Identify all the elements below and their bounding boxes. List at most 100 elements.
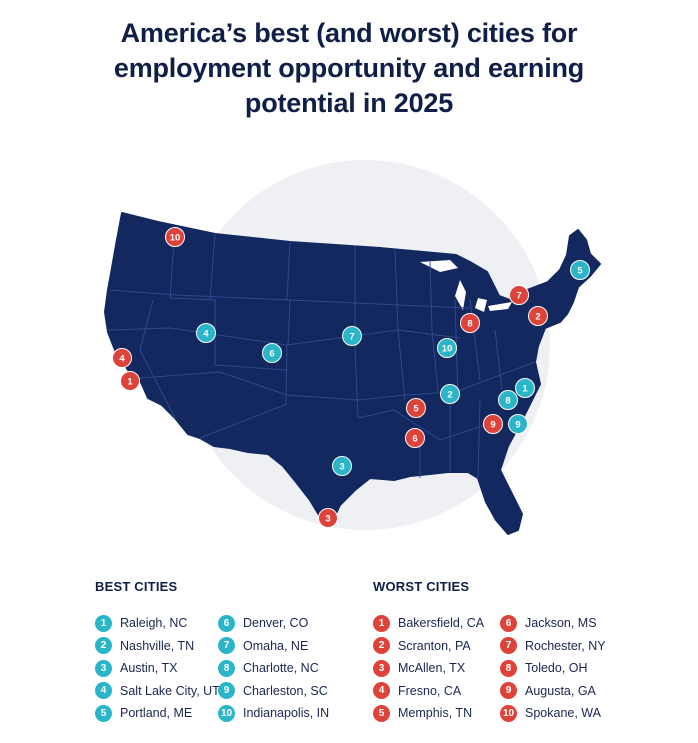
worst-city-marker: 3 (318, 508, 338, 528)
great-lakes (420, 260, 512, 312)
title-line-3: potential in 2025 (244, 88, 454, 118)
worst-marker-circle (460, 313, 480, 333)
worst-city-item: 7 Rochester, NY (500, 635, 606, 658)
worst-city-name: Toledo, OH (525, 661, 588, 676)
worst-city-name: Bakersfield, CA (398, 616, 485, 631)
worst-marker-label: 4 (119, 354, 125, 365)
state-borders (107, 225, 536, 479)
best-city-item: 8 Charlotte, NC (218, 657, 329, 680)
worst-marker-label: 8 (467, 319, 472, 330)
worst-marker-circle (112, 348, 132, 368)
best-marker-circle (262, 343, 282, 363)
worst-rank-badge: 4 (373, 682, 390, 700)
best-city-item: 9 Charleston, SC (218, 680, 329, 703)
city-markers: 1 2 3 4 5 6 7 8 9 10 1 2 3 4 5 6 7 8 9 10 (112, 227, 590, 528)
best-city-item: 6 Denver, CO (218, 612, 329, 635)
worst-marker-label: 7 (516, 291, 521, 302)
title-line-2: employment opportunity and earning (113, 53, 585, 83)
worst-marker-label: 9 (490, 420, 495, 431)
us-map: 1 2 3 4 5 6 7 8 9 10 1 2 3 4 5 6 7 8 9 10 (104, 160, 601, 535)
best-city-item: 7 Omaha, NE (218, 635, 329, 658)
best-city-name: Denver, CO (243, 616, 309, 631)
worst-rank-badge: 10 (500, 704, 517, 722)
worst-rank-badge: 6 (500, 614, 517, 632)
best-rank-badge: 5 (95, 704, 112, 722)
best-city-marker: 4 (196, 323, 216, 343)
worst-city-marker: 1 (120, 371, 140, 391)
worst-city-item: 8 Toledo, OH (500, 657, 606, 680)
best-rank-badge: 3 (95, 659, 112, 677)
worst-city-marker: 2 (528, 306, 548, 326)
best-marker-circle (332, 456, 352, 476)
best-marker-circle (437, 338, 457, 358)
best-city-marker: 7 (342, 326, 362, 346)
worst-city-name: Spokane, WA (525, 706, 601, 721)
best-city-name: Charleston, SC (243, 683, 328, 698)
worst-list-col-2: 6 Jackson, MS 7 Rochester, NY 8 Toledo, OH 9 Au… (500, 612, 606, 725)
best-rank-badge: 6 (218, 614, 235, 632)
worst-marker-circle (406, 398, 426, 418)
worst-city-name: Memphis, TN (398, 706, 473, 721)
best-marker-label: 8 (505, 396, 510, 407)
worst-city-item: 6 Jackson, MS (500, 612, 606, 635)
best-marker-label: 6 (269, 349, 274, 360)
best-marker-label: 2 (447, 390, 452, 401)
worst-city-marker: 9 (483, 414, 503, 434)
worst-marker-circle (483, 414, 503, 434)
worst-city-marker: 5 (406, 398, 426, 418)
best-city-marker: 1 (515, 378, 535, 398)
worst-marker-circle (509, 285, 529, 305)
best-city-marker: 5 (570, 260, 590, 280)
worst-city-name: Jackson, MS (525, 616, 597, 631)
best-city-item: 2 Nashville, TN (95, 635, 220, 658)
worst-city-item: 1 Bakersfield, CA (373, 612, 484, 635)
worst-city-item: 9 Augusta, GA (500, 680, 606, 703)
best-marker-label: 4 (203, 329, 209, 340)
worst-rank-badge: 7 (500, 637, 517, 655)
best-city-marker: 8 (498, 390, 518, 410)
worst-city-marker: 10 (165, 227, 185, 247)
worst-marker-circle (405, 428, 425, 448)
best-rank-badge: 7 (218, 637, 235, 655)
best-marker-label: 5 (577, 266, 583, 277)
worst-marker-label: 3 (325, 514, 330, 525)
best-city-marker: 9 (508, 414, 528, 434)
worst-city-item: 3 McAllen, TX (373, 657, 484, 680)
best-rank-badge: 9 (218, 682, 235, 700)
best-marker-label: 10 (442, 344, 453, 355)
best-city-name: Charlotte, NC (243, 661, 319, 676)
worst-marker-circle (528, 306, 548, 326)
worst-city-name: Fresno, CA (398, 683, 462, 698)
best-marker-circle (508, 414, 528, 434)
worst-marker-label: 5 (413, 404, 419, 415)
worst-marker-label: 6 (412, 434, 417, 445)
best-city-item: 3 Austin, TX (95, 657, 220, 680)
title-line-1: America’s best (and worst) cities for (120, 18, 578, 48)
best-rank-badge: 2 (95, 637, 112, 655)
best-city-marker: 6 (262, 343, 282, 363)
worst-marker-label: 1 (127, 377, 133, 388)
worst-marker-label: 2 (535, 312, 540, 323)
worst-city-marker: 8 (460, 313, 480, 333)
worst-city-item: 10 Spokane, WA (500, 702, 606, 725)
best-marker-label: 1 (522, 384, 528, 395)
best-rank-badge: 4 (95, 682, 112, 700)
worst-marker-label: 10 (170, 233, 181, 244)
worst-rank-badge: 1 (373, 614, 390, 632)
best-city-marker: 2 (440, 384, 460, 404)
best-marker-label: 9 (515, 420, 520, 431)
best-city-item: 10 Indianapolis, IN (218, 702, 329, 725)
worst-city-name: McAllen, TX (398, 661, 466, 676)
best-city-name: Austin, TX (120, 661, 178, 676)
best-list-col-2: 6 Denver, CO 7 Omaha, NE 8 Charlotte, NC 9 Char… (218, 612, 329, 725)
best-marker-circle (196, 323, 216, 343)
worst-rank-badge: 5 (373, 704, 390, 722)
worst-rank-badge: 2 (373, 637, 390, 655)
worst-marker-circle (318, 508, 338, 528)
worst-city-item: 4 Fresno, CA (373, 680, 484, 703)
worst-marker-circle (165, 227, 185, 247)
best-city-name: Omaha, NE (243, 638, 309, 653)
worst-city-name: Augusta, GA (525, 683, 596, 698)
best-city-item: 1 Raleigh, NC (95, 612, 220, 635)
worst-city-item: 2 Scranton, PA (373, 635, 484, 658)
